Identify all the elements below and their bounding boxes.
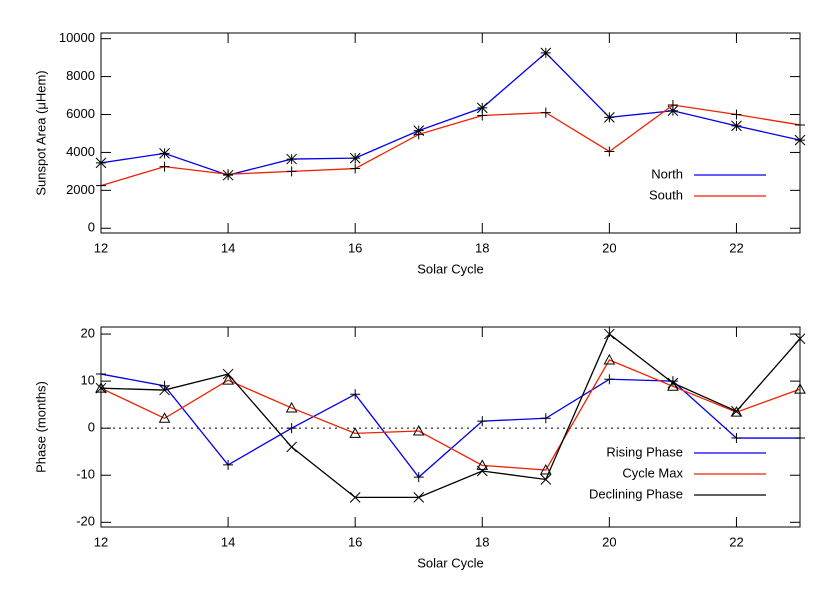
marker: [795, 119, 805, 130]
marker: [223, 169, 234, 180]
marker: [159, 148, 170, 159]
y-axis-label: Sunspot Area (μHem): [33, 70, 48, 195]
marker: [477, 416, 488, 427]
y-tick-label: 10000: [59, 30, 95, 45]
marker: [604, 146, 615, 157]
legend-label: Declining Phase: [589, 486, 683, 501]
y-axis-label: Phase (months): [33, 381, 48, 473]
series-line: [100, 373, 800, 479]
y-tick-label: 0: [88, 420, 95, 435]
marker: [795, 433, 805, 444]
marker: [286, 423, 297, 434]
marker: [604, 112, 615, 123]
legend-label: Cycle Max: [622, 465, 683, 480]
legend-label: South: [649, 187, 683, 202]
marker: [159, 380, 170, 391]
marker: [731, 433, 742, 444]
marker: [794, 333, 806, 345]
series-line: [100, 333, 801, 499]
y-tick-label: 2000: [66, 182, 95, 197]
x-tick-label: 16: [348, 534, 362, 549]
series-line: [100, 359, 801, 471]
marker: [222, 368, 234, 380]
x-axis-label: Solar Cycle: [417, 261, 483, 276]
series-line: [100, 104, 801, 187]
x-tick-label: 18: [475, 240, 489, 255]
plot-frame: [100, 326, 801, 528]
marker: [476, 459, 489, 470]
y-tick-label: 0: [88, 220, 95, 235]
marker: [540, 47, 552, 59]
marker: [286, 441, 297, 453]
marker: [539, 464, 552, 475]
marker: [158, 412, 171, 423]
x-tick-label: 22: [729, 240, 743, 255]
marker: [667, 105, 679, 117]
marker: [95, 382, 107, 394]
x-tick-label: 16: [348, 240, 362, 255]
marker: [159, 161, 170, 172]
marker: [477, 110, 488, 121]
y-tick-label: 20: [81, 325, 95, 340]
x-tick-label: 12: [94, 240, 108, 255]
y-tick-label: 6000: [66, 106, 95, 121]
x-tick-label: 14: [221, 534, 235, 549]
y-tick-label: 10: [81, 373, 95, 388]
series-line: [100, 52, 801, 176]
marker: [412, 424, 425, 436]
marker: [667, 100, 678, 111]
marker: [222, 374, 234, 385]
y-tick-label: -10: [76, 467, 95, 482]
marker: [603, 353, 616, 365]
marker: [285, 401, 298, 413]
marker: [731, 405, 742, 417]
marker: [540, 413, 551, 424]
marker: [223, 459, 234, 470]
x-tick-label: 20: [602, 240, 616, 255]
marker: [604, 374, 615, 385]
marker: [286, 153, 297, 165]
y-tick-label: 8000: [66, 68, 95, 83]
marker: [794, 383, 806, 394]
y-tick-label: 4000: [66, 144, 95, 159]
marker: [476, 102, 488, 114]
marker: [96, 369, 106, 380]
legend-label: North: [651, 166, 683, 181]
marker: [96, 180, 106, 191]
marker: [540, 474, 552, 485]
marker: [159, 384, 170, 396]
y-tick-label: -20: [76, 514, 95, 529]
x-tick-label: 22: [729, 534, 743, 549]
marker: [286, 166, 297, 177]
marker: [349, 491, 361, 503]
marker: [731, 120, 742, 132]
marker: [413, 491, 425, 503]
x-tick-label: 12: [94, 534, 108, 549]
marker: [667, 377, 679, 389]
x-axis-label: Solar Cycle: [417, 555, 483, 570]
marker: [794, 134, 806, 146]
x-tick-label: 14: [221, 240, 235, 255]
marker: [604, 328, 615, 340]
marker: [349, 427, 362, 438]
marker: [731, 109, 742, 120]
x-tick-label: 18: [475, 534, 489, 549]
marker: [730, 406, 743, 417]
marker: [95, 157, 107, 169]
marker: [350, 163, 361, 174]
x-tick-label: 20: [602, 534, 616, 549]
marker: [413, 129, 424, 140]
marker: [413, 472, 424, 483]
marker: [476, 465, 488, 477]
legend-label: Rising Phase: [606, 444, 683, 459]
marker: [540, 107, 551, 118]
plot-frame: [100, 32, 801, 234]
marker: [350, 389, 361, 400]
marker: [349, 152, 361, 164]
